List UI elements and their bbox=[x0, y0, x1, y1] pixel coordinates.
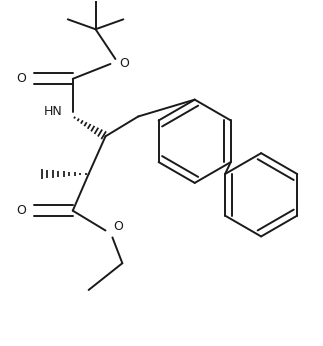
Text: O: O bbox=[16, 204, 26, 217]
Text: HN: HN bbox=[44, 105, 62, 118]
Text: O: O bbox=[120, 57, 129, 71]
Text: O: O bbox=[113, 220, 123, 233]
Text: O: O bbox=[16, 72, 26, 85]
